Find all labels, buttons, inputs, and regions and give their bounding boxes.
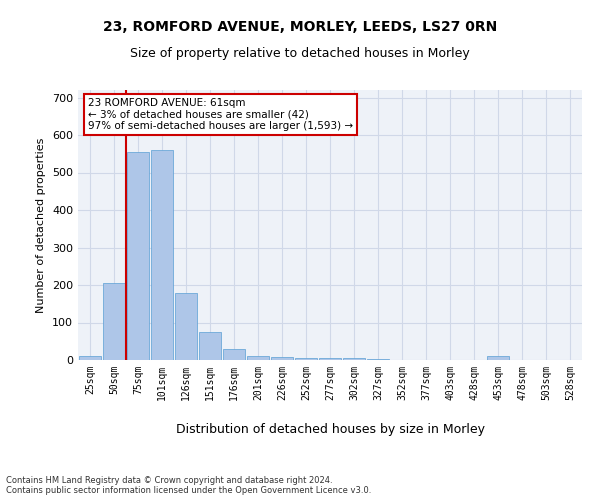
Bar [487,356,509,360]
Bar [319,358,341,360]
Bar [271,358,293,360]
Y-axis label: Number of detached properties: Number of detached properties [37,138,46,312]
Bar [367,359,389,360]
Bar [175,292,197,360]
Text: Contains HM Land Registry data © Crown copyright and database right 2024.
Contai: Contains HM Land Registry data © Crown c… [6,476,371,495]
Text: Size of property relative to detached houses in Morley: Size of property relative to detached ho… [130,48,470,60]
Text: Distribution of detached houses by size in Morley: Distribution of detached houses by size … [176,422,485,436]
Bar [247,356,269,360]
Text: 23, ROMFORD AVENUE, MORLEY, LEEDS, LS27 0RN: 23, ROMFORD AVENUE, MORLEY, LEEDS, LS27 … [103,20,497,34]
Bar [127,152,149,360]
Bar [79,356,101,360]
Bar [199,332,221,360]
Bar [151,150,173,360]
Bar [103,283,125,360]
Bar [295,358,317,360]
Bar [343,358,365,360]
Text: 23 ROMFORD AVENUE: 61sqm
← 3% of detached houses are smaller (42)
97% of semi-de: 23 ROMFORD AVENUE: 61sqm ← 3% of detache… [88,98,353,132]
Bar [223,349,245,360]
